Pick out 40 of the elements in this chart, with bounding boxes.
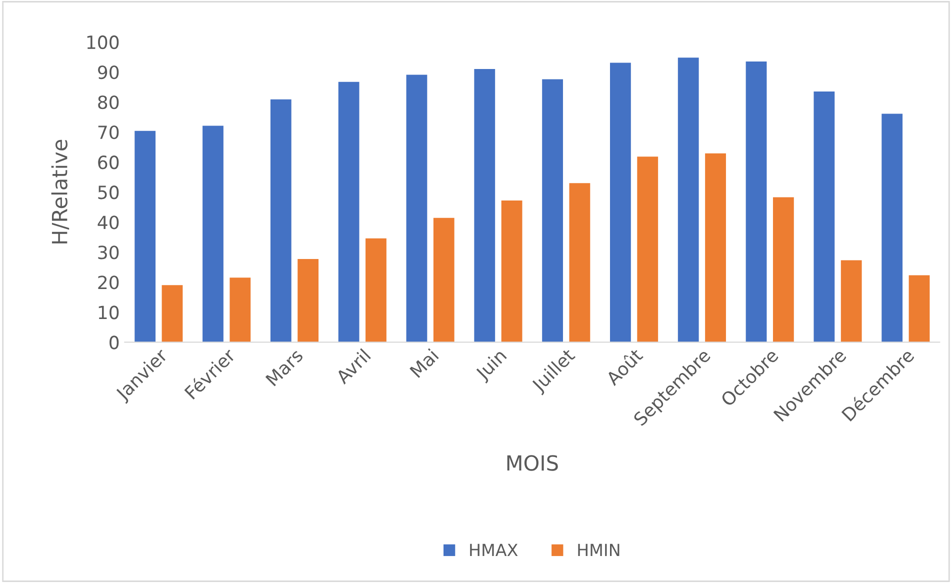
bar: [298, 259, 319, 342]
bar: [610, 62, 631, 342]
bar: [772, 197, 794, 342]
bar: [270, 99, 292, 342]
y-tick-label: 100: [87, 35, 119, 50]
bar: [406, 74, 428, 342]
bar: [162, 285, 183, 342]
y-tick-label: 20: [98, 276, 119, 290]
bar: [542, 79, 563, 342]
x-axis-title: MOIS: [507, 455, 558, 471]
bar: [637, 156, 658, 342]
y-tick-label: 40: [98, 216, 119, 230]
x-tick-label: Mai: [409, 348, 439, 378]
bar: [678, 58, 699, 342]
y-axis-title: H/Relative: [51, 140, 70, 244]
bar: [501, 200, 522, 342]
y-tick-label: 90: [98, 65, 119, 80]
bar: [814, 92, 835, 342]
bar: [134, 130, 156, 342]
bar: [366, 238, 386, 342]
y-tick-label: 10: [98, 306, 119, 320]
bar: [569, 183, 590, 342]
y-tick-label: 50: [98, 186, 119, 200]
bar: [433, 218, 454, 342]
bar: [230, 278, 251, 342]
bar: [705, 153, 726, 342]
bar: [338, 82, 360, 342]
bar: [474, 69, 496, 342]
y-tick-label: 0: [110, 336, 119, 350]
bar: [882, 114, 903, 342]
legend-label: HMAX: [470, 544, 518, 556]
y-tick-label: 80: [98, 95, 119, 110]
bar: [202, 126, 224, 342]
bar: [746, 61, 767, 342]
legend-label: HMIN: [578, 544, 620, 556]
y-tick-label: 60: [98, 156, 119, 170]
bar: [908, 275, 930, 342]
y-tick-label: 70: [98, 126, 119, 140]
bar: [840, 260, 862, 342]
y-tick-label: 30: [98, 246, 119, 260]
